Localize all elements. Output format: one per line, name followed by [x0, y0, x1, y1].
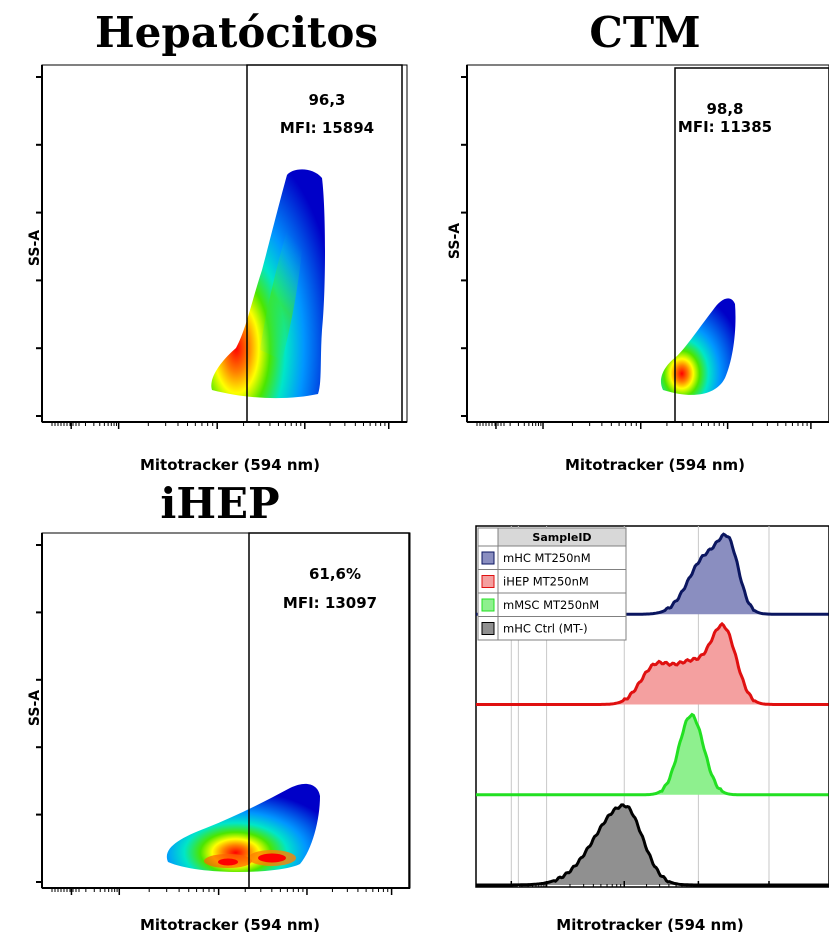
legend-label-1: iHEP MT250nM: [503, 575, 589, 589]
gate: [674, 67, 829, 423]
title-ctm: CTM: [589, 8, 701, 57]
legend-swatch-1: [481, 575, 495, 588]
density-cloud: [211, 169, 325, 399]
density-cloud: [166, 783, 320, 872]
ylabel-hepatocitos: SS-A: [27, 229, 43, 267]
y-axis-ticks: [36, 76, 42, 417]
legend-header: SampleID: [532, 531, 591, 544]
plot-hepatocitos: 96,3 MFI: 15894: [36, 64, 408, 429]
legend-label-2: mMSC MT250nM: [503, 598, 599, 612]
title-hepatocitos: Hepatócitos: [95, 8, 378, 57]
gate-value: 61,6%: [309, 565, 361, 583]
gate-mfi: MFI: 13097: [283, 594, 377, 612]
plot-ctm: 98,8 MFI: 11385: [461, 64, 829, 429]
histogram-fill-0: [476, 534, 829, 615]
x-axis-ticks: [51, 422, 390, 429]
xlabel-ihep: Mitotracker (594 nm): [139, 916, 321, 934]
xlabel-ctm: Mitotracker (594 nm): [564, 456, 746, 474]
legend-label-0: mHC MT250nM: [503, 551, 591, 565]
plot-histogram-overlay: SampleID mHC MT250nM iHEP MT250nM mMSC MT2…: [475, 525, 829, 888]
gate-mfi: MFI: 15894: [280, 119, 374, 137]
xlabel-hepatocitos: Mitotracker (594 nm): [139, 456, 321, 474]
title-ihep: iHEP: [160, 479, 280, 528]
x-axis-ticks: [51, 888, 393, 895]
density-cloud: [660, 298, 736, 395]
histogram-line-1: [476, 621, 829, 706]
gate: [248, 532, 410, 889]
ylabel-ctm: SS-A: [447, 222, 463, 260]
legend-swatch-2: [481, 598, 495, 612]
histogram-line-2: [476, 712, 829, 797]
y-axis-ticks: [36, 544, 42, 883]
ylabel-ihep: SS-A: [27, 689, 43, 727]
gate-mfi: MFI: 11385: [678, 118, 772, 136]
y-axis-ticks: [461, 76, 467, 417]
histogram-fill-1: [476, 623, 829, 705]
legend-swatch-0: [481, 551, 495, 565]
legend-swatch-3: [481, 622, 495, 635]
legend-label-3: mHC Ctrl (MT-): [503, 622, 588, 636]
plot-ihep: 61,6% MFI: 13097: [36, 532, 411, 895]
gate: [246, 64, 403, 423]
legend: SampleID mHC MT250nM iHEP MT250nM mMSC MT2…: [477, 527, 627, 641]
gate-value: 98,8: [706, 100, 743, 118]
gate-value: 96,3: [308, 91, 345, 109]
histogram-fill-3: [476, 804, 829, 885]
x-axis-ticks: [476, 422, 812, 429]
xlabel-histogram: Mitrotracker (594 nm): [556, 916, 744, 934]
histogram-line-3: [476, 803, 829, 887]
x-axis-ticks: [510, 881, 770, 887]
